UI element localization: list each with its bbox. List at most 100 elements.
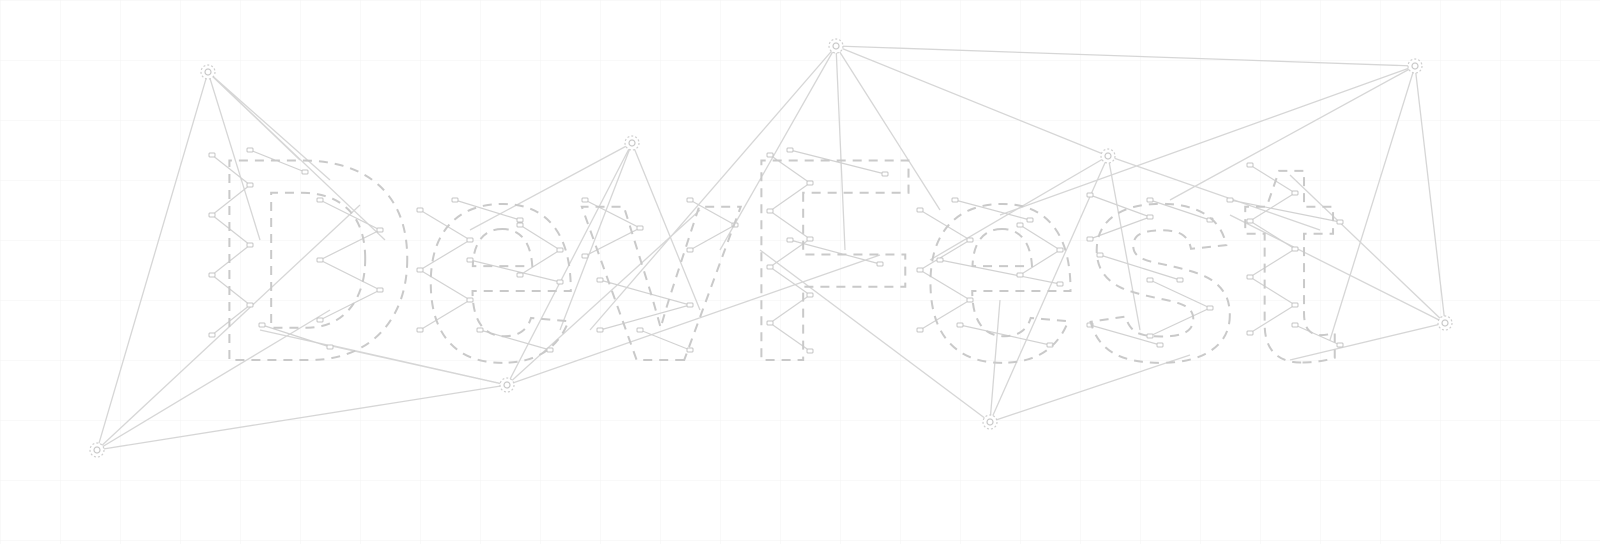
network-line: [1229, 214, 1446, 324]
lace: [768, 154, 812, 352]
network-lines: [96, 45, 1446, 451]
network-line: [631, 142, 701, 311]
network-line: [589, 45, 837, 331]
eyelet: [636, 327, 644, 333]
network-line: [96, 204, 361, 451]
lace: [939, 259, 1061, 285]
network-line: [559, 142, 633, 331]
eyelet: [766, 208, 774, 214]
network-line: [1107, 155, 1141, 331]
eyelet: [208, 332, 216, 338]
eyelet: [936, 257, 944, 263]
network-line: [1107, 155, 1321, 231]
eyelet: [416, 207, 424, 213]
lace: [261, 324, 331, 348]
hub-core: [503, 381, 511, 389]
eyelet: [581, 253, 589, 259]
eyelet: [556, 247, 564, 253]
eyelet: [1146, 214, 1154, 220]
eyelet: [516, 217, 524, 223]
eyelet: [916, 207, 924, 213]
eyelet: [208, 152, 216, 158]
eyelet: [376, 287, 384, 293]
eyelet: [916, 327, 924, 333]
eyelet: [1016, 222, 1024, 228]
eyelet: [1086, 192, 1094, 198]
network-line: [1414, 65, 1446, 324]
eyelet: [1291, 246, 1299, 252]
eyelet: [1291, 322, 1299, 328]
eyelet: [316, 197, 324, 203]
eyelet: [596, 327, 604, 333]
eyelet: [208, 212, 216, 218]
lace: [639, 329, 691, 351]
hub-core: [628, 139, 636, 147]
lace: [789, 239, 881, 265]
eyelet: [1336, 219, 1344, 225]
lace: [954, 199, 1031, 221]
eyelet: [1146, 197, 1154, 203]
eyelet: [556, 279, 564, 285]
hub-core: [1441, 319, 1449, 327]
eyelet: [1291, 302, 1299, 308]
network-line: [1169, 65, 1416, 201]
hub-nodes: [89, 38, 1453, 458]
eyelet: [301, 169, 309, 175]
eyelet: [766, 152, 774, 158]
eyelet: [416, 267, 424, 273]
eyelet: [208, 272, 216, 278]
lace: [479, 329, 551, 351]
network-line: [506, 142, 633, 386]
network-line: [1289, 322, 1446, 361]
eyelet: [1026, 217, 1034, 223]
eyelet: [581, 197, 589, 203]
eyelet: [416, 327, 424, 333]
eyelet: [1206, 217, 1214, 223]
lace: [469, 259, 561, 283]
lace: [1149, 199, 1211, 221]
lace: [1099, 254, 1181, 281]
eyelet: [466, 237, 474, 243]
eyelet: [1086, 322, 1094, 328]
eyelet: [806, 236, 814, 242]
eyelet: [1146, 277, 1154, 283]
hub-core: [1104, 152, 1112, 160]
eyelet: [951, 197, 959, 203]
network-line: [96, 384, 508, 451]
lace: [249, 149, 306, 173]
eyelet: [806, 348, 814, 354]
lace: [1294, 324, 1341, 346]
eyelet: [1056, 281, 1064, 287]
lace: [1089, 324, 1161, 346]
eyelet: [1056, 247, 1064, 253]
eyelet: [966, 297, 974, 303]
eyelet: [1291, 190, 1299, 196]
eyelet: [1086, 236, 1094, 242]
network-line: [207, 71, 301, 161]
eyelet: [786, 237, 794, 243]
eyelet: [1246, 274, 1254, 280]
network-line: [1329, 65, 1416, 341]
hub-core: [1411, 62, 1419, 70]
lace: [789, 149, 886, 175]
eyelet: [806, 292, 814, 298]
eyelet: [466, 257, 474, 263]
eyelet: [686, 347, 694, 353]
eyelet: [876, 261, 884, 267]
eyelet: [1096, 252, 1104, 258]
eyelet: [476, 327, 484, 333]
eyelet: [1176, 277, 1184, 283]
eyelet: [516, 222, 524, 228]
network-line: [506, 254, 881, 386]
eyelet: [686, 302, 694, 308]
network-line: [719, 45, 837, 251]
eyelet: [1246, 218, 1254, 224]
network-line: [835, 45, 941, 211]
eyelet: [326, 344, 334, 350]
network-line: [96, 71, 209, 451]
eyelet: [731, 222, 739, 228]
hub-core: [986, 418, 994, 426]
network-line: [989, 155, 1109, 423]
eyelet: [258, 322, 266, 328]
